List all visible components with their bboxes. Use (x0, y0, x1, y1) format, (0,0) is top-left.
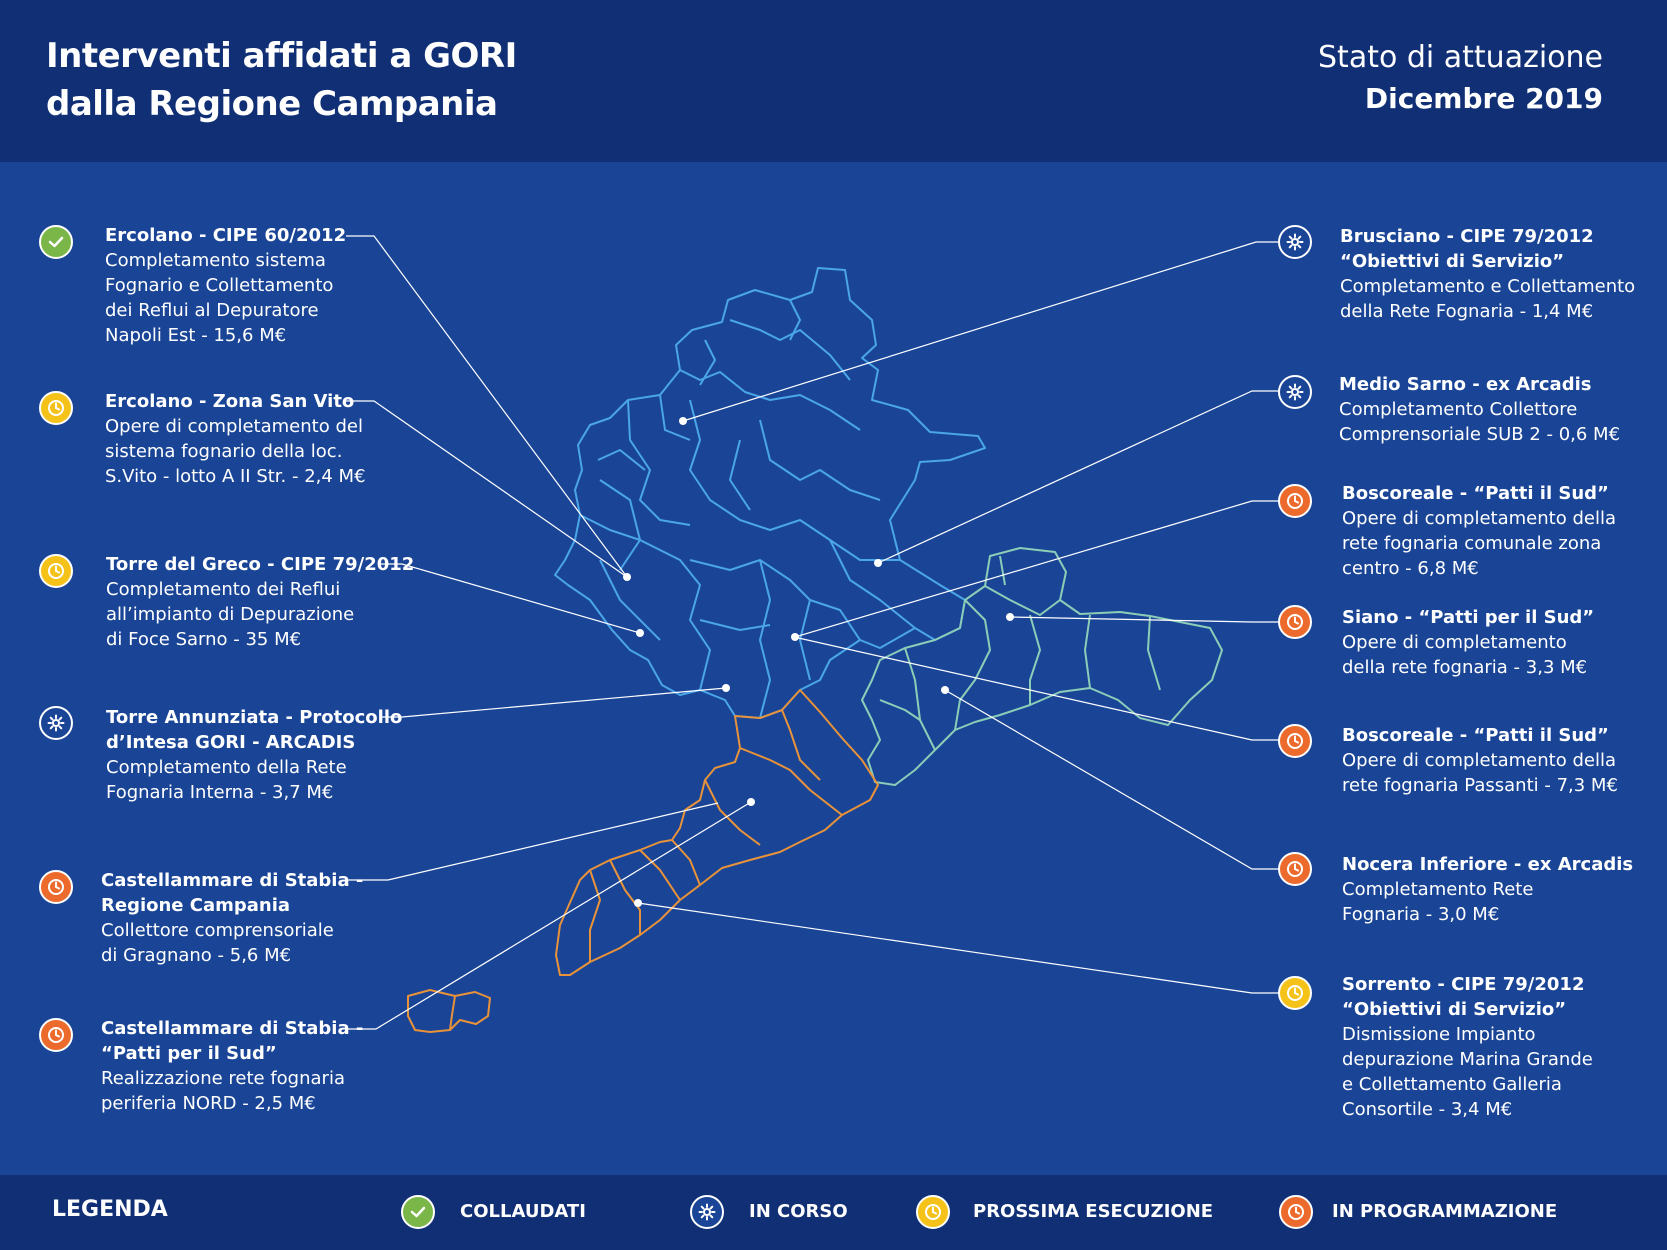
intervention-item: Boscoreale - “Patti il Sud” Opere di com… (1278, 481, 1662, 581)
clock-icon (1278, 852, 1312, 886)
map-region-north (554, 267, 986, 719)
intervention-title: Sorrento - CIPE 79/2012 “Obiettivi di Se… (1342, 974, 1585, 1020)
map-marker-medio-sarno (874, 559, 882, 567)
intervention-item: Ercolano - CIPE 60/2012 Completamento si… (39, 223, 445, 348)
legend-bar: LEGENDA COLLAUDATI IN CORSO PROSSIMA ESE… (0, 1175, 1667, 1250)
gear-icon (1278, 375, 1312, 409)
intervention-title: Torre Annunziata - Protocollo d’Intesa G… (106, 707, 403, 753)
intervention-item: Torre del Greco - CIPE 79/2012 Completam… (39, 552, 446, 652)
intervention-description: Opere di completamento della rete fognar… (1342, 632, 1588, 678)
map-markers (623, 417, 1014, 907)
legend-label-in-programmazione: IN PROGRAMMAZIONE (1332, 1201, 1558, 1222)
legend-title: LEGENDA (52, 1197, 168, 1222)
clock-icon (39, 870, 73, 904)
map-marker-castellammare-gragnano (747, 798, 755, 806)
intervention-description: Collettore comprensoriale di Gragnano - … (101, 920, 334, 966)
intervention-title: Brusciano - CIPE 79/2012 “Obiettivi di S… (1340, 226, 1594, 272)
intervention-item: Sorrento - CIPE 79/2012 “Obiettivi di Se… (1278, 972, 1662, 1122)
map-marker-ercolano (623, 573, 631, 581)
intervention-description: Realizzazione rete fognaria periferia NO… (101, 1068, 345, 1114)
map-region-east (861, 547, 1223, 786)
intervention-title: Ercolano - CIPE 60/2012 (105, 225, 347, 246)
intervention-description: Opere di completamento del sistema fogna… (105, 416, 366, 487)
intervention-description: Completamento dei Reflui all’impianto di… (106, 579, 355, 650)
intervention-description: Completamento Rete Fognaria - 3,0 M€ (1342, 879, 1534, 925)
intervention-title: Castellammare di Stabia - Regione Campan… (101, 870, 364, 916)
status-date: Dicembre 2019 (1364, 82, 1603, 115)
page-title-line-2: dalla Regione Campania (46, 84, 498, 124)
map-marker-siano (1006, 613, 1014, 621)
intervention-description: Opere di completamento della rete fognar… (1342, 750, 1618, 796)
intervention-item: Medio Sarno - ex Arcadis Completamento C… (1278, 372, 1659, 447)
legend-label-prossima-esecuzione: PROSSIMA ESECUZIONE (973, 1201, 1214, 1222)
intervention-title: Boscoreale - “Patti il Sud” (1342, 725, 1609, 746)
intervention-item: Ercolano - Zona San Vito Opere di comple… (39, 389, 445, 489)
intervention-description: Completamento e Collettamento della Rete… (1340, 276, 1636, 322)
intervention-description: Completamento sistema Fognario e Collett… (105, 250, 334, 346)
clock-icon (39, 1018, 73, 1052)
map-marker-brusciano (679, 417, 687, 425)
map-marker-boscoreale (791, 633, 799, 641)
clock-icon (1278, 605, 1312, 639)
clock-icon (1278, 484, 1312, 518)
intervention-item: Brusciano - CIPE 79/2012 “Obiettivi di S… (1278, 224, 1660, 324)
intervention-item: Boscoreale - “Patti il Sud” Opere di com… (1278, 723, 1662, 798)
leader-lines (346, 235, 1280, 1030)
intervention-title: Ercolano - Zona San Vito (105, 391, 355, 412)
intervention-description: Opere di completamento della rete fognar… (1342, 508, 1616, 579)
intervention-title: Torre del Greco - CIPE 79/2012 (106, 554, 415, 575)
intervention-item: Nocera Inferiore - ex Arcadis Completame… (1278, 852, 1662, 927)
clock-icon (39, 391, 73, 425)
intervention-item: Castellammare di Stabia - “Patti per il … (39, 1016, 441, 1116)
intervention-description: Completamento della Rete Fognaria Intern… (106, 757, 347, 803)
legend-label-in-corso: IN CORSO (749, 1201, 848, 1222)
gear-icon (1278, 225, 1312, 259)
clock-icon (1278, 976, 1312, 1010)
intervention-description: Dismissione Impianto depurazione Marina … (1342, 1024, 1593, 1120)
intervention-title: Castellammare di Stabia - “Patti per il … (101, 1018, 364, 1064)
map-marker-nocera-inferiore (941, 686, 949, 694)
check-icon (401, 1195, 435, 1229)
gear-icon (690, 1195, 724, 1229)
map-region-south (407, 689, 879, 1033)
clock-icon (39, 554, 73, 588)
intervention-title: Siano - “Patti per il Sud” (1342, 607, 1595, 628)
map-marker-sorrento (634, 899, 642, 907)
map-marker-torre-del-greco (636, 629, 644, 637)
intervention-item: Torre Annunziata - Protocollo d’Intesa G… (39, 705, 446, 805)
map-marker-torre-annunziata (722, 684, 730, 692)
intervention-title: Nocera Inferiore - ex Arcadis (1342, 854, 1634, 875)
clock-icon (916, 1195, 950, 1229)
check-icon (39, 225, 73, 259)
intervention-title: Medio Sarno - ex Arcadis (1339, 374, 1592, 395)
intervention-title: Boscoreale - “Patti il Sud” (1342, 483, 1609, 504)
intervention-description: Completamento Collettore Comprensoriale … (1339, 399, 1621, 445)
gear-icon (39, 706, 73, 740)
clock-icon (1279, 1195, 1313, 1229)
clock-icon (1278, 724, 1312, 758)
legend-label-collaudati: COLLAUDATI (460, 1201, 586, 1222)
header-bar: Interventi affidati a GORI dalla Regione… (0, 0, 1667, 162)
page-title-line-1: Interventi affidati a GORI (46, 36, 517, 76)
intervention-item: Siano - “Patti per il Sud” Opere di comp… (1278, 605, 1662, 680)
intervention-item: Castellammare di Stabia - Regione Campan… (39, 868, 441, 968)
status-label: Stato di attuazione (1318, 40, 1603, 75)
